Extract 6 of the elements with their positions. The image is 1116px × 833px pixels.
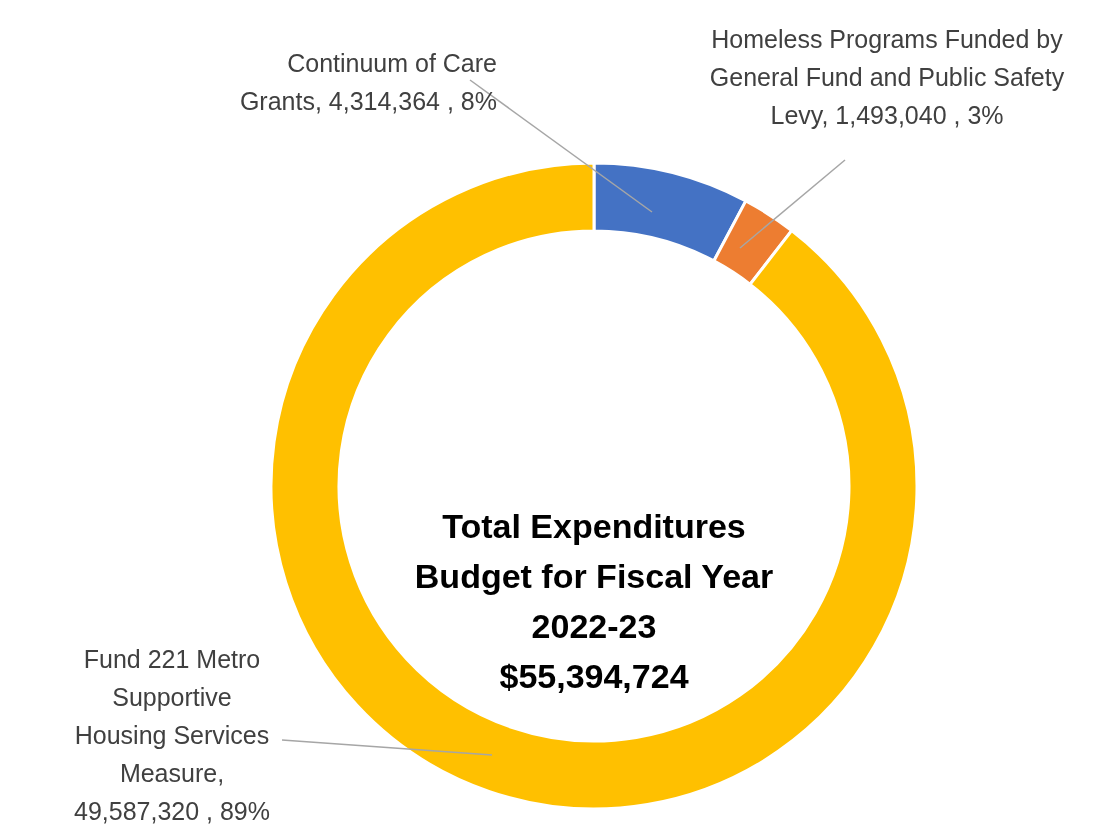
slice-label: Continuum of Care Grants, 4,314,364 , 8% (239, 49, 497, 115)
text: Total Expenditures Budget for Fiscal Year 2022-23 (414, 507, 774, 645)
donut-slice (269, 161, 919, 811)
slice-label: Fund 221 Metro Supportive Housing Services Measure, 49,587,320 , 89% (74, 645, 270, 825)
text: $55,394,724 (499, 657, 689, 695)
slice-label: Homeless Programs Funded by General Fund and Public Safety Levy, 1,493,040 , 3% (709, 25, 1065, 129)
